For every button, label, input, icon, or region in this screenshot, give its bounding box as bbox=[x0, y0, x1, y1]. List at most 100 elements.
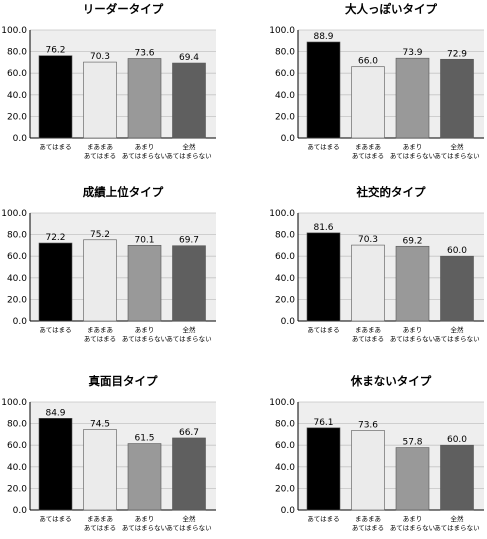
bar bbox=[395, 57, 430, 139]
bar bbox=[83, 61, 117, 139]
chart-panel-3: 成績上位タイプ 100.0 80.0 60.0 40.0 20.0 0.0 72.2 あてはまる… bbox=[1, 185, 216, 343]
y-tick-label: 100.0 bbox=[269, 398, 295, 408]
x-tick-label: 全然 bbox=[183, 325, 197, 334]
y-tick-label: 40.0 bbox=[275, 91, 295, 101]
chart-title: リーダータイプ bbox=[83, 2, 164, 16]
data-label: 88.9 bbox=[313, 32, 333, 42]
x-tick-label: あてはまらない bbox=[390, 152, 435, 160]
x-tick-label: あまり bbox=[135, 515, 155, 523]
bar bbox=[440, 444, 474, 511]
x-tick-label: あてはまらない bbox=[122, 152, 167, 160]
x-tick-label: まあまあ bbox=[87, 143, 113, 151]
bar bbox=[351, 244, 385, 322]
bar bbox=[440, 58, 474, 139]
x-tick-label: あてはまらない bbox=[434, 335, 479, 343]
y-tick-label: 0.0 bbox=[281, 134, 296, 144]
y-tick-label: 80.0 bbox=[275, 231, 295, 241]
x-tick-label: 全然 bbox=[183, 142, 197, 151]
y-tick-label: 0.0 bbox=[13, 506, 28, 516]
y-tick-label: 60.0 bbox=[7, 252, 27, 262]
bar bbox=[172, 437, 206, 511]
x-tick-label: あてはまらない bbox=[166, 152, 211, 160]
y-tick-label: 100.0 bbox=[269, 26, 295, 36]
data-label: 73.9 bbox=[402, 48, 422, 58]
data-label: 60.0 bbox=[447, 246, 467, 256]
bar bbox=[351, 66, 385, 139]
y-tick-label: 80.0 bbox=[275, 420, 295, 430]
x-tick-label: あまり bbox=[403, 326, 423, 334]
bar bbox=[395, 245, 430, 322]
chart-title: 社交的タイプ bbox=[356, 185, 426, 199]
data-label: 61.5 bbox=[134, 434, 154, 444]
x-tick-label: まあまあ bbox=[87, 515, 113, 523]
y-tick-label: 20.0 bbox=[275, 295, 295, 305]
x-tick-label: あてはまらない bbox=[434, 524, 479, 532]
chart-title: 真面目タイプ bbox=[89, 374, 158, 388]
chart-panel-1: リーダータイプ 100.0 80.0 60.0 40.0 20.0 0.0 76.2 あてはまる… bbox=[1, 2, 216, 160]
x-tick-label: あてはまらない bbox=[122, 335, 167, 343]
data-label: 66.0 bbox=[358, 57, 378, 67]
y-tick-label: 20.0 bbox=[7, 295, 27, 305]
data-label: 57.8 bbox=[402, 438, 422, 448]
x-tick-label: あてはまらない bbox=[434, 152, 479, 160]
bar bbox=[306, 427, 341, 511]
y-tick-label: 80.0 bbox=[7, 48, 27, 58]
bar bbox=[127, 443, 162, 511]
y-tick-label: 60.0 bbox=[275, 252, 295, 262]
y-tick-label: 0.0 bbox=[281, 317, 296, 327]
x-tick-label: まあまあ bbox=[87, 326, 113, 334]
x-tick-label: あまり bbox=[135, 143, 155, 151]
x-tick-label: あてはまる bbox=[39, 515, 71, 523]
y-tick-label: 40.0 bbox=[275, 463, 295, 473]
x-tick-label: 全然 bbox=[451, 514, 465, 523]
y-tick-label: 100.0 bbox=[1, 26, 27, 36]
y-tick-label: 40.0 bbox=[7, 91, 27, 101]
x-tick-label: まあまあ bbox=[355, 143, 381, 151]
y-tick-label: 100.0 bbox=[1, 209, 27, 219]
y-tick-label: 0.0 bbox=[13, 317, 28, 327]
x-tick-label: あてはまる bbox=[39, 143, 71, 151]
x-tick-label: あてはまる bbox=[307, 326, 339, 334]
chart-title: 休まないタイプ bbox=[350, 374, 432, 388]
x-tick-label: あてはまる bbox=[84, 152, 116, 160]
y-tick-label: 40.0 bbox=[7, 274, 27, 284]
bar bbox=[83, 239, 117, 322]
data-label: 81.6 bbox=[313, 223, 333, 233]
y-tick-label: 0.0 bbox=[13, 134, 28, 144]
y-tick-label: 100.0 bbox=[1, 398, 27, 408]
bar bbox=[172, 62, 206, 139]
bar bbox=[38, 55, 73, 139]
y-tick-label: 20.0 bbox=[275, 112, 295, 122]
bar bbox=[440, 255, 474, 322]
data-label: 76.1 bbox=[313, 418, 333, 428]
y-tick-label: 20.0 bbox=[275, 484, 295, 494]
x-tick-label: あてはまる bbox=[84, 335, 116, 343]
x-tick-label: あまり bbox=[403, 143, 423, 151]
data-label: 70.3 bbox=[90, 52, 110, 62]
y-tick-label: 0.0 bbox=[281, 506, 296, 516]
y-tick-label: 60.0 bbox=[7, 69, 27, 79]
x-tick-label: あまり bbox=[135, 326, 155, 334]
x-tick-label: 全然 bbox=[451, 325, 465, 334]
x-tick-label: あてはまる bbox=[39, 326, 71, 334]
data-label: 69.2 bbox=[402, 236, 422, 246]
y-tick-label: 20.0 bbox=[7, 484, 27, 494]
y-tick-label: 40.0 bbox=[275, 274, 295, 284]
bar bbox=[38, 242, 73, 322]
data-label: 73.6 bbox=[134, 49, 154, 59]
data-label: 69.7 bbox=[179, 236, 199, 246]
x-tick-label: あてはまらない bbox=[166, 524, 211, 532]
y-tick-label: 60.0 bbox=[275, 441, 295, 451]
data-label: 76.2 bbox=[45, 46, 65, 56]
data-label: 69.4 bbox=[179, 53, 199, 63]
x-tick-label: あまり bbox=[403, 515, 423, 523]
x-tick-label: あてはまる bbox=[352, 524, 384, 532]
x-tick-label: 全然 bbox=[451, 142, 465, 151]
x-tick-label: あてはまる bbox=[352, 335, 384, 343]
bar bbox=[306, 41, 341, 139]
bar bbox=[127, 58, 162, 139]
bar bbox=[83, 429, 117, 511]
y-tick-label: 80.0 bbox=[7, 231, 27, 241]
chart-panel-5: 真面目タイプ 100.0 80.0 60.0 40.0 20.0 0.0 84.9 あてはまる 7… bbox=[1, 374, 216, 532]
